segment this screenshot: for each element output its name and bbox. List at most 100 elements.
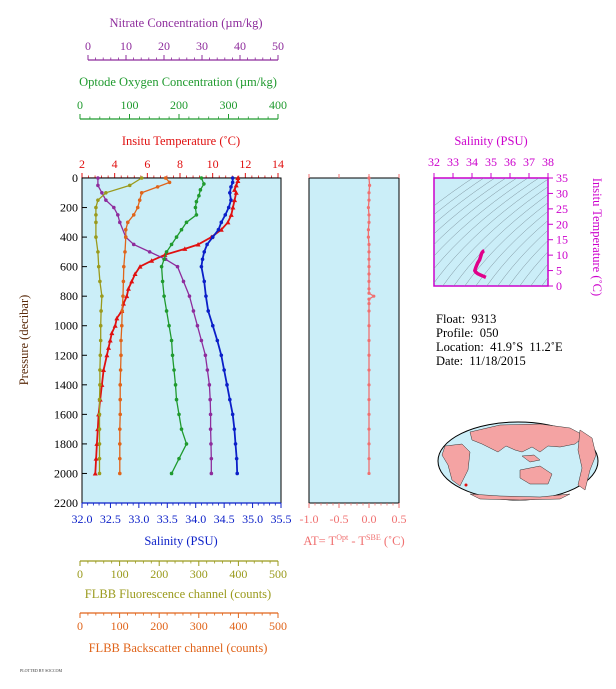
oxygen-point bbox=[174, 397, 179, 402]
fluorescence-point bbox=[98, 338, 103, 343]
oxygen-point bbox=[199, 176, 204, 180]
oxygen-point bbox=[170, 353, 175, 358]
temperature-point bbox=[233, 182, 239, 188]
ts-density-contour bbox=[434, 178, 540, 270]
ts-salinity-tick-label: 33 bbox=[447, 155, 459, 169]
pressure-axis-tick-label: 200 bbox=[60, 201, 78, 215]
salinity-point bbox=[228, 190, 232, 195]
backscatter-point bbox=[118, 368, 123, 372]
at-point bbox=[367, 265, 371, 269]
pressure-axis-tick-label: 1000 bbox=[54, 319, 78, 333]
backscatter-point bbox=[118, 412, 123, 417]
nitrate-point bbox=[96, 176, 100, 180]
backscatter-point bbox=[135, 205, 140, 210]
nitrate-axis: 0 10 20 30 40 50 bbox=[85, 39, 284, 61]
ts-salinity-tick-label: 37 bbox=[523, 155, 535, 169]
temperature-point bbox=[137, 264, 143, 269]
ts-temperature-tick-label: 15 bbox=[556, 233, 568, 247]
nitrate-point bbox=[209, 471, 214, 476]
backscatter-point bbox=[121, 264, 126, 269]
temperature-point bbox=[235, 175, 241, 180]
backscatter-axis-tick-label: 400 bbox=[229, 619, 247, 633]
at-point bbox=[367, 291, 371, 295]
at-point bbox=[367, 220, 371, 224]
backscatter-axis: 0 100 200 300 400 500 bbox=[77, 612, 287, 633]
ts-temperature-tick-label: 30 bbox=[556, 186, 568, 200]
salinity-point bbox=[199, 264, 204, 269]
ts-density-contour bbox=[434, 178, 507, 235]
nitrate-point bbox=[208, 397, 212, 402]
oxygen-point bbox=[197, 193, 201, 198]
ts-temperature-tick-label: 10 bbox=[556, 248, 568, 262]
at-axis-tick-label: -0.5 bbox=[330, 512, 349, 526]
fluorescence-axis-tick-label: 200 bbox=[150, 567, 168, 581]
backscatter-point bbox=[120, 323, 124, 328]
at-axis-tick-label: 0.0 bbox=[362, 512, 377, 526]
ts-density-contour bbox=[434, 178, 496, 225]
nitrate-point bbox=[131, 242, 136, 247]
salinity-axis-tick-label: 32.5 bbox=[100, 512, 121, 526]
salinity-point bbox=[225, 383, 229, 387]
oxygen-point bbox=[184, 442, 189, 446]
oxygen-point bbox=[172, 368, 176, 372]
salinity-point bbox=[226, 205, 231, 210]
profile-date: Date: 11/18/2015 bbox=[436, 354, 526, 368]
pressure-axis-tick-label: 600 bbox=[60, 260, 78, 274]
oxygen-axis-tick-label: 200 bbox=[170, 98, 188, 112]
salinity-point bbox=[219, 353, 224, 358]
nitrate-axis-tick-label: 40 bbox=[234, 39, 246, 53]
salinity-point bbox=[205, 242, 209, 247]
fluorescence-axis: 0 100 200 300 400 500 bbox=[77, 560, 287, 581]
fluorescence-point bbox=[97, 427, 102, 431]
at-point bbox=[367, 368, 371, 372]
ts-salinity-tick-label: 34 bbox=[466, 155, 478, 169]
temperature-point bbox=[125, 286, 131, 291]
pressure-axis-tick-label: 1400 bbox=[54, 378, 78, 392]
oxygen-point bbox=[167, 323, 171, 328]
at-axis: -1.0 -0.5 0.0 0.5 bbox=[300, 174, 407, 526]
ts-density-contour bbox=[434, 178, 518, 245]
at-series bbox=[366, 176, 376, 476]
at-point bbox=[367, 471, 371, 476]
oxygen-point bbox=[193, 205, 198, 210]
fluorescence-point bbox=[96, 264, 101, 269]
salinity-point bbox=[230, 176, 235, 180]
salinity-axis-tick-label: 33.0 bbox=[128, 512, 149, 526]
oxygen-point bbox=[162, 257, 166, 262]
at-axis-tick-label: 0.5 bbox=[392, 512, 407, 526]
ts-density-contour bbox=[486, 220, 548, 286]
at-point bbox=[367, 397, 371, 402]
temperature-point bbox=[101, 367, 107, 373]
backscatter-point bbox=[121, 294, 125, 298]
nitrate-point bbox=[208, 412, 213, 417]
temperature-point bbox=[109, 330, 115, 336]
ts-temperature-tick-label: 25 bbox=[556, 202, 568, 216]
at-point bbox=[367, 427, 371, 431]
oxygen-point bbox=[177, 412, 181, 417]
at-point bbox=[367, 442, 371, 446]
temperature-point bbox=[235, 178, 241, 183]
pressure-axis-tick-label: 400 bbox=[60, 230, 78, 244]
salinity-point bbox=[234, 456, 239, 461]
fluorescence-point bbox=[98, 368, 102, 372]
at-point bbox=[367, 198, 371, 202]
fluorescence-point bbox=[99, 309, 103, 313]
at-point bbox=[368, 183, 372, 187]
salinity-axis-tick-label: 33.5 bbox=[157, 512, 178, 526]
fluorescence-point bbox=[97, 456, 102, 461]
ts-temperature-axis-title: Insitu Temperature (˚C) bbox=[590, 178, 604, 296]
salinity-point bbox=[230, 412, 235, 417]
at-point bbox=[367, 297, 371, 301]
temperature-point bbox=[233, 190, 239, 195]
fluorescence-point bbox=[97, 397, 102, 402]
backscatter-axis-tick-label: 100 bbox=[111, 619, 129, 633]
fluorescence-point bbox=[100, 294, 104, 298]
salinity-point bbox=[200, 257, 205, 262]
at-point bbox=[367, 353, 371, 357]
salinity-point bbox=[204, 294, 208, 298]
nitrate-point bbox=[207, 383, 212, 387]
at-point bbox=[367, 324, 371, 328]
temperature-point bbox=[132, 271, 138, 277]
